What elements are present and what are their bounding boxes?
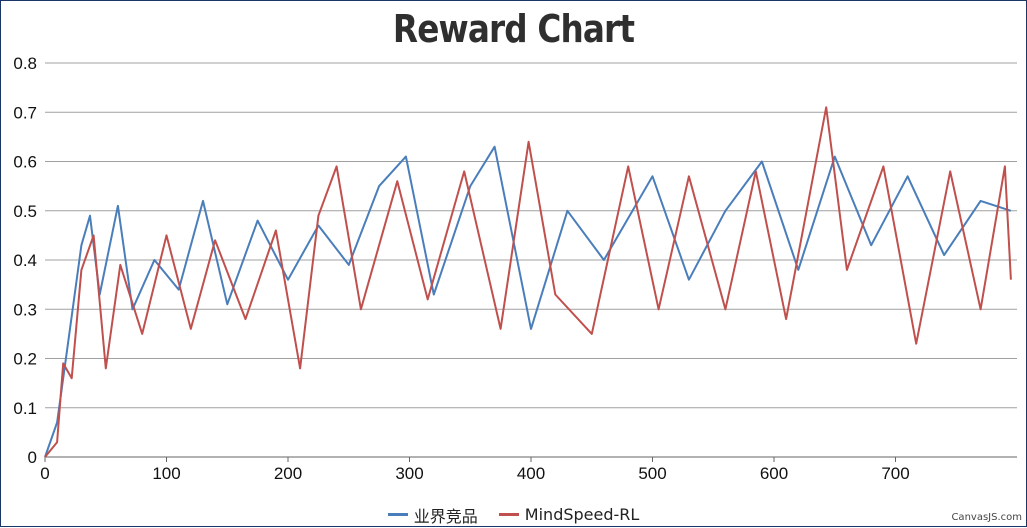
credits-link[interactable]: CanvasJS.com <box>951 512 1022 523</box>
x-tick-label: 0 <box>40 464 49 483</box>
y-tick-label: 0.7 <box>13 103 37 122</box>
x-tick-label: 400 <box>517 464 545 483</box>
y-tick-label: 0.6 <box>13 153 37 172</box>
y-tick-label: 0.2 <box>13 350 37 369</box>
x-tick-label: 200 <box>274 464 302 483</box>
y-tick-label: 0.3 <box>13 300 37 319</box>
chart-title: Reward Chart <box>392 7 635 51</box>
x-tick-label: 600 <box>760 464 788 483</box>
chart-legend: 业界竞品 MindSpeed-RL <box>1 501 1026 527</box>
y-tick-label: 0.4 <box>13 251 37 270</box>
y-tick-label: 0.8 <box>13 54 37 73</box>
legend-label-series2: MindSpeed-RL <box>524 505 640 524</box>
x-tick-label: 500 <box>638 464 666 483</box>
y-tick-label: 0 <box>28 448 37 467</box>
y-tick-label: 0.1 <box>13 399 37 418</box>
series-line-2 <box>44 106 1012 458</box>
x-tick-label: 100 <box>152 464 180 483</box>
legend-swatch-series1 <box>387 513 408 516</box>
y-tick-label: 0.5 <box>13 202 37 221</box>
legend-swatch-series2 <box>498 513 519 516</box>
x-tick-label: 700 <box>881 464 909 483</box>
x-tick-label: 300 <box>395 464 423 483</box>
legend-label-series1: 业界竞品 <box>413 506 478 526</box>
series-line-1 <box>44 145 1012 458</box>
legend-item-series1[interactable]: 业界竞品 <box>387 503 478 527</box>
legend-item-series2[interactable]: MindSpeed-RL <box>498 505 640 524</box>
